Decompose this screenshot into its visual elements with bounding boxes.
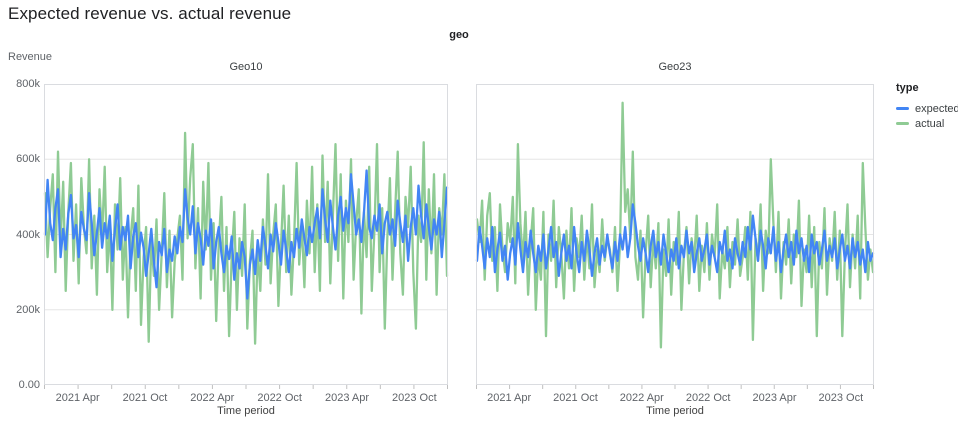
actual-line <box>475 101 875 349</box>
expected-line <box>475 203 875 281</box>
y-tick-label: 200k <box>16 303 40 316</box>
actual-line <box>43 131 449 345</box>
x-axis-title: Time period <box>646 405 704 417</box>
x-tick-label: 2022 Apr <box>190 392 235 404</box>
facet-title: Geo23 <box>658 61 692 73</box>
y-axis-title: Revenue <box>8 51 53 63</box>
x-tick-label: 2021 Oct <box>122 392 168 404</box>
y-tick-label: 0.00 <box>18 379 40 391</box>
legend-swatch-actual <box>896 122 909 125</box>
plot-area-geo10 <box>43 84 449 389</box>
legend-item-label: actual <box>915 117 945 130</box>
x-tick-label: 2022 Oct <box>257 392 302 404</box>
facet-title: Geo10 <box>229 61 263 73</box>
legend-title: type <box>896 82 919 94</box>
x-tick-label: 2021 Apr <box>55 392 100 404</box>
facet-field-label: geo <box>449 29 469 41</box>
plot-border <box>44 84 448 385</box>
y-tick-label: 400k <box>16 228 40 241</box>
plot-border <box>476 84 874 385</box>
x-tick-label: 2022 Apr <box>619 392 664 404</box>
x-tick-label: 2023 Oct <box>392 392 437 404</box>
legend: type expected actual <box>896 82 958 131</box>
x-tick-label: 2021 Oct <box>553 392 598 404</box>
x-tick-label: 2023 Apr <box>752 392 797 404</box>
x-tick-label: 2023 Apr <box>324 392 370 404</box>
legend-swatch-expected <box>896 107 909 110</box>
x-axis-title: Time period <box>217 405 275 417</box>
plot-area-geo23 <box>475 84 875 389</box>
expected-line <box>43 169 449 300</box>
legend-item-actual: actual <box>896 116 958 131</box>
y-tick-label: 600k <box>16 153 40 166</box>
legend-item-label: expected <box>915 102 958 115</box>
x-tick-label: 2021 Apr <box>487 392 532 404</box>
x-tick-label: 2023 Oct <box>818 392 864 404</box>
page-title: Expected revenue vs. actual revenue <box>8 4 292 23</box>
x-tick-label: 2022 Oct <box>685 392 731 404</box>
y-tick-label: 800k <box>16 78 40 90</box>
legend-item-expected: expected <box>896 101 958 116</box>
